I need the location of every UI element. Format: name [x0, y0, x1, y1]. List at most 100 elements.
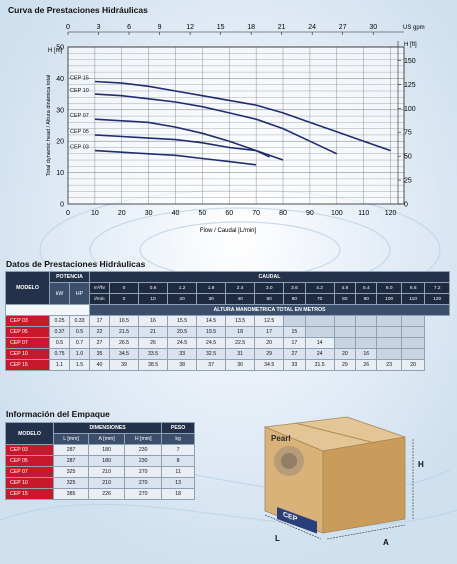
plot-area	[68, 47, 404, 204]
table-row: CEP 05 0.37 0.5 22 21.5 21 20.5 19.5 18 17 15	[5, 326, 450, 338]
head-value-cell: 26.5	[108, 337, 140, 349]
head-value-cell	[400, 337, 426, 349]
hp-cell: 0.7	[69, 337, 90, 349]
head-value-cell: 23	[376, 359, 402, 371]
x-tick-label: 50	[199, 210, 207, 217]
head-value-cell	[376, 337, 402, 349]
lmin-value: 20	[167, 293, 198, 305]
series-line-cep-07	[94, 118, 284, 161]
x-tick-label: 40	[172, 210, 180, 217]
x-tick-label: 10	[91, 210, 99, 217]
pack-value-cell: 8	[161, 455, 195, 467]
m3h-value: 0.6	[138, 282, 169, 294]
box-l-label: L	[275, 534, 280, 543]
head-value-cell: 21	[138, 326, 169, 338]
m3h-value: 5.4	[355, 282, 378, 294]
model-cell: CEP 03	[5, 444, 54, 456]
y-tick-label: 20	[56, 139, 64, 146]
m3h-value: 4.2	[304, 282, 335, 294]
head-value-cell: 17	[254, 326, 285, 338]
m3h-value: 1.8	[196, 282, 227, 294]
right-tick-label: 75	[404, 130, 412, 137]
top-tick-label: 18	[247, 24, 255, 31]
kw-cell: 0.75	[49, 348, 70, 360]
lmin-value: 90	[355, 293, 378, 305]
head-value-cell: 34.5	[108, 348, 140, 360]
head-value-cell: 20	[254, 337, 285, 349]
head-value-cell	[283, 315, 306, 327]
head-value-cell: 22	[89, 326, 110, 338]
head-value-cell: 35	[89, 348, 110, 360]
head-value-cell	[333, 326, 357, 338]
head-value-cell: 32.5	[196, 348, 227, 360]
head-value-cell: 29	[254, 348, 285, 360]
head-value-cell: 27	[283, 348, 306, 360]
dimensiones-header: DIMENSIONES	[52, 422, 163, 434]
pack-value-cell: 230	[124, 444, 163, 456]
kw-cell: 0.5	[49, 337, 70, 349]
top-tick-label: 30	[369, 24, 377, 31]
head-value-cell	[355, 326, 378, 338]
m3h-value: 0	[108, 282, 140, 294]
pack-value-cell: 13	[161, 477, 195, 489]
x-tick-label: 60	[225, 210, 233, 217]
table-row: CEP 10 0.75 1.0 35 34.5 33.5 33 32.5 31 29 27 24 20 1…	[5, 348, 450, 360]
pack-value-cell: 385	[52, 488, 90, 500]
head-value-cell: 16	[138, 315, 169, 327]
series-label: CEP 15	[70, 76, 89, 82]
table-row: CEP 15 385 226 270 18	[5, 488, 195, 500]
pack-col-header: kg	[161, 433, 195, 445]
pack-value-cell: 226	[88, 488, 126, 500]
lmin-value: 0	[108, 293, 140, 305]
lmin-value: 30	[196, 293, 227, 305]
pack-value-cell: 180	[88, 455, 126, 467]
head-value-cell: 19.5	[196, 326, 227, 338]
head-value-cell: 24	[304, 348, 335, 360]
y-axis-label: Total dynamic head / Altura dinámica tot…	[46, 75, 52, 177]
chart-title: Curva de Prestaciones Hidráulicas	[8, 5, 148, 15]
right-tick-label: 125	[404, 82, 416, 89]
head-value-cell: 31.5	[304, 359, 335, 371]
table-row: CEP 15 1.1 1.5 40 39 38.5 38 37 36 34.5 33 31.5 29 26…	[5, 359, 450, 371]
head-value-cell: 21.5	[108, 326, 140, 338]
head-value-cell	[304, 315, 335, 327]
head-value-cell: 12.5	[254, 315, 285, 327]
lmin-label: l/min	[89, 293, 110, 305]
head-value-cell: 37	[196, 359, 227, 371]
model-cell: CEP 03	[5, 315, 50, 327]
head-value-cell: 38.5	[138, 359, 169, 371]
m3h-value: 2.4	[225, 282, 256, 294]
lmin-value: 60	[283, 293, 306, 305]
pack-col-header: L [mm]	[52, 433, 90, 445]
pack-table-title: Información del Empaque	[6, 409, 110, 419]
head-value-cell	[355, 337, 378, 349]
m3h-value: 3.6	[283, 282, 306, 294]
top-tick-label: 3	[97, 24, 101, 31]
m3h-value: 6.6	[400, 282, 426, 294]
m3h-value: 1.2	[167, 282, 198, 294]
model-cell: CEP 15	[5, 488, 54, 500]
head-value-cell: 17	[283, 337, 306, 349]
head-value-cell: 26	[138, 337, 169, 349]
right-tick-label: 25	[404, 178, 412, 185]
potencia-header: POTENCIA	[49, 271, 90, 283]
model-cell: CEP 05	[5, 326, 50, 338]
head-value-cell: 40	[89, 359, 110, 371]
x-tick-label: 90	[306, 210, 314, 217]
head-value-cell: 15	[283, 326, 306, 338]
right-axis-label: H [ft]	[404, 42, 417, 48]
head-value-cell: 33	[283, 359, 306, 371]
right-tick-label: 50	[404, 154, 412, 161]
head-value-cell: 14	[304, 337, 335, 349]
y-tick-label: 40	[56, 76, 64, 83]
pack-modelo-header: MODELO	[5, 422, 54, 445]
x-tick-label: 70	[252, 210, 260, 217]
pack-value-cell: 180	[88, 444, 126, 456]
series-label: CEP 07	[70, 113, 89, 119]
model-cell: CEP 10	[5, 477, 54, 489]
lmin-value: 110	[400, 293, 426, 305]
head-value-cell: 31	[225, 348, 256, 360]
model-cell: CEP 15	[5, 359, 50, 371]
table-row: CEP 05 287 180 230 8	[5, 455, 195, 467]
head-value-cell	[333, 337, 357, 349]
